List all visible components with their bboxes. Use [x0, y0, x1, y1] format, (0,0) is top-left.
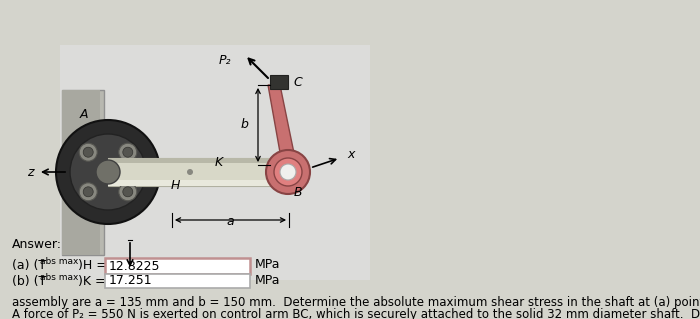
Circle shape — [266, 150, 310, 194]
Text: P₂: P₂ — [218, 54, 231, 66]
Text: A force of P₂ = 550 N is exerted on control arm BC, which is securely attached t: A force of P₂ = 550 N is exerted on cont… — [12, 308, 700, 319]
Bar — [108, 158, 288, 186]
Text: x: x — [347, 147, 354, 160]
Circle shape — [79, 183, 97, 201]
Circle shape — [83, 147, 93, 157]
Text: a: a — [226, 215, 234, 228]
Text: 17.251: 17.251 — [109, 275, 153, 287]
Bar — [62, 90, 100, 255]
Text: b: b — [240, 118, 248, 131]
Circle shape — [122, 187, 133, 197]
Text: )H =: )H = — [78, 258, 107, 271]
Text: MPa: MPa — [255, 258, 281, 271]
Text: assembly are a = 135 mm and b = 150 mm.  Determine the absolute maximum shear st: assembly are a = 135 mm and b = 150 mm. … — [12, 296, 700, 309]
Text: B: B — [294, 186, 302, 199]
Bar — [62, 90, 104, 255]
Polygon shape — [268, 85, 295, 158]
Circle shape — [119, 143, 136, 161]
Bar — [108, 180, 288, 186]
Bar — [105, 274, 250, 288]
Bar — [108, 158, 288, 163]
Circle shape — [280, 164, 296, 180]
Circle shape — [119, 183, 136, 201]
Text: 12.8225: 12.8225 — [109, 259, 160, 272]
Text: abs max: abs max — [40, 273, 78, 283]
Circle shape — [56, 120, 160, 224]
Text: (b) (T: (b) (T — [12, 275, 46, 287]
Circle shape — [122, 147, 133, 157]
Circle shape — [96, 160, 120, 184]
Text: )K =: )K = — [78, 275, 106, 287]
Text: K: K — [215, 156, 223, 169]
Text: Answer:: Answer: — [12, 238, 62, 251]
Text: C: C — [293, 76, 302, 88]
Bar — [270, 75, 288, 89]
Circle shape — [70, 134, 146, 210]
Text: y: y — [125, 262, 132, 275]
Text: A: A — [80, 108, 88, 121]
Circle shape — [83, 187, 93, 197]
Text: abs max: abs max — [40, 257, 78, 266]
Bar — [105, 258, 250, 274]
Circle shape — [274, 158, 302, 186]
Circle shape — [79, 143, 97, 161]
Circle shape — [187, 169, 193, 175]
Text: MPa: MPa — [255, 275, 281, 287]
Text: H: H — [170, 179, 180, 192]
Text: z: z — [27, 166, 34, 179]
Text: (a) (T: (a) (T — [12, 258, 46, 271]
Bar — [60, 45, 370, 280]
